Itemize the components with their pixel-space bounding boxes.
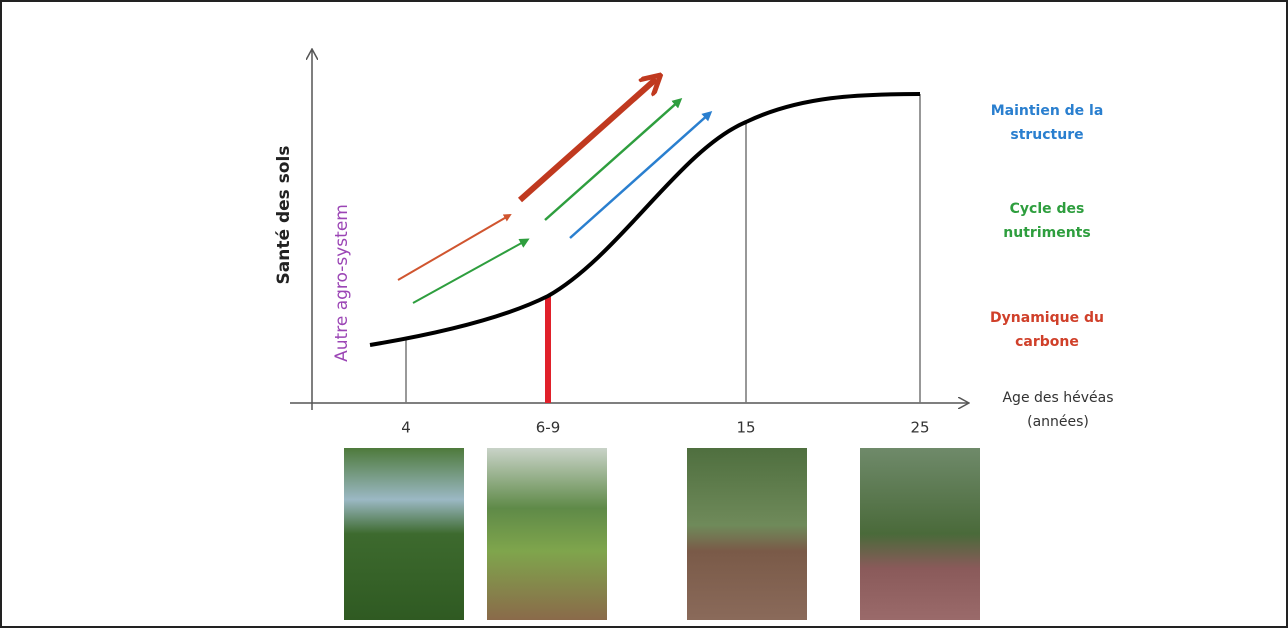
- legend-label: carbone: [1015, 334, 1079, 350]
- legend-label: Cycle des: [1010, 201, 1085, 217]
- photo: [487, 448, 607, 620]
- arrow: [518, 79, 656, 203]
- legend-label: structure: [1010, 127, 1083, 143]
- photo: [344, 448, 464, 620]
- photo: [860, 448, 980, 620]
- arrow: [569, 111, 713, 239]
- x-tick-label: 6-9: [536, 419, 561, 437]
- x-tick-label: 4: [401, 419, 411, 437]
- curve: [369, 92, 921, 347]
- arrow: [397, 213, 512, 281]
- x-tick-label: 15: [736, 419, 755, 437]
- arrow: [412, 238, 530, 304]
- photo: [687, 448, 807, 620]
- y-axis-label: Santé des sols: [274, 146, 294, 285]
- legend-label: Maintien de la: [991, 103, 1104, 119]
- x-axis-label: Age des hévéas: [1002, 390, 1113, 406]
- other-label: Autre agro-system: [332, 204, 352, 362]
- x-tick-label: 25: [910, 419, 929, 437]
- arrow: [544, 98, 683, 221]
- legend-label: nutriments: [1003, 225, 1090, 241]
- legend-label: Dynamique du: [990, 310, 1104, 326]
- x-axis-label: (années): [1027, 414, 1089, 430]
